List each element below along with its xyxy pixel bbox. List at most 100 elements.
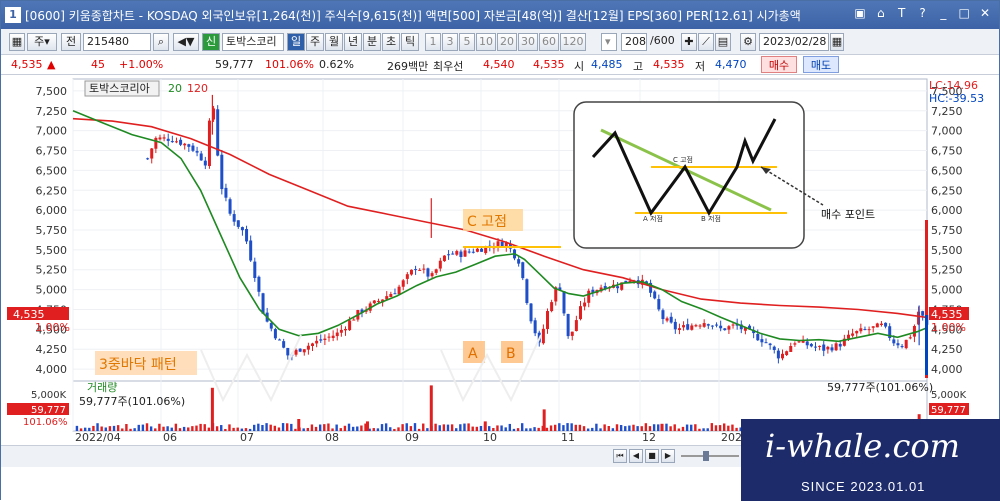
- volume-bar: [690, 424, 693, 431]
- inset-diagram: C 고점 A 저점 B 저점: [573, 101, 824, 249]
- minimize-icon[interactable]: _: [940, 6, 947, 20]
- candle-body: [422, 268, 426, 270]
- candle-body: [228, 199, 232, 214]
- right-volume-profile-blue: [925, 315, 928, 375]
- volume-bar: [302, 428, 305, 431]
- inset-price-path: [591, 118, 777, 217]
- minute-10[interactable]: 10: [476, 33, 496, 51]
- custom-interval-input[interactable]: ▾: [601, 33, 617, 51]
- y-axis-left: 7,500 7,250 7,000 6,750 6,500 6,250 6,000 5,750…: [36, 85, 68, 376]
- sound-icon[interactable]: ◀▼: [173, 33, 199, 51]
- close-icon[interactable]: ✕: [979, 6, 991, 20]
- buy-button[interactable]: 매수: [761, 56, 797, 73]
- maximize-icon[interactable]: □: [958, 6, 970, 20]
- sell-button[interactable]: 매도: [803, 56, 839, 73]
- volume-value-right: 59,777주(101.06%): [827, 381, 933, 394]
- volume-bar: [479, 425, 483, 431]
- volume-bar: [261, 424, 264, 431]
- candle-body: [587, 290, 591, 303]
- volume-bar: [442, 424, 446, 431]
- volume-bar: [492, 427, 495, 431]
- tab-week[interactable]: 주: [306, 33, 324, 51]
- minute-30[interactable]: 30: [518, 33, 538, 51]
- x-tick-label: 11: [561, 431, 575, 444]
- link-icon[interactable]: ▣: [854, 6, 866, 20]
- minute-3[interactable]: 3: [442, 33, 458, 51]
- bar-count-input[interactable]: 208: [621, 33, 647, 51]
- right-price-tag-pct: 1.00%: [931, 321, 966, 334]
- volume-bar: [533, 427, 536, 431]
- scroll-prev-icon[interactable]: ◀: [629, 449, 643, 463]
- volume-bar: [182, 426, 186, 431]
- volume-bar: [360, 425, 363, 431]
- candle-body: [224, 187, 228, 198]
- y-tick-right: 5,500: [931, 244, 963, 257]
- zoom-slider-track[interactable]: [681, 455, 739, 457]
- period-select[interactable]: 주▾: [27, 33, 57, 51]
- candle-body: [455, 251, 459, 255]
- up-arrow-icon: ▲: [47, 58, 56, 71]
- scroll-stop-icon[interactable]: ■: [645, 449, 659, 463]
- volume-bar: [681, 426, 685, 431]
- volume-bar: [265, 423, 268, 431]
- volume-bar: [500, 425, 503, 431]
- minute-1[interactable]: 1: [425, 33, 441, 51]
- legend-box: [84, 80, 160, 97]
- scroll-first-icon[interactable]: ⏮: [613, 449, 627, 463]
- volume-bar: [323, 424, 326, 431]
- calendar-icon[interactable]: ▦: [830, 33, 844, 51]
- price-chart[interactable]: 7,500 7,250 7,000 6,750 6,500 6,250 6,000 5,750…: [1, 75, 999, 445]
- candle-body: [187, 144, 191, 147]
- volume-spike: [660, 423, 664, 431]
- font-icon[interactable]: T: [898, 6, 906, 20]
- tab-day[interactable]: 일: [287, 33, 305, 51]
- prev-button[interactable]: 전: [61, 33, 81, 51]
- window-number-badge: 1: [5, 7, 21, 23]
- candle-body: [517, 259, 521, 264]
- volume-bar: [714, 425, 718, 431]
- tab-year[interactable]: 년: [344, 33, 362, 51]
- chart-background: [1, 75, 999, 445]
- volume-bar: [92, 425, 95, 431]
- price-change: 45: [91, 58, 105, 71]
- volume-bar: [475, 426, 479, 431]
- volume-bar: [611, 428, 615, 431]
- window-title: [0600] 키움종합차트 - KOSDAQ 외국인보유[1,264(천)] 주…: [25, 9, 801, 23]
- volume-bar: [566, 423, 569, 431]
- candle-body: [554, 287, 558, 302]
- minute-120[interactable]: 120: [560, 33, 586, 51]
- minute-60[interactable]: 60: [539, 33, 559, 51]
- settings-icon[interactable]: ⚙: [740, 33, 756, 51]
- trend-icon[interactable]: ⟋: [698, 33, 714, 51]
- turnover: 0.62%: [319, 58, 354, 71]
- stock-code-input[interactable]: 215480: [83, 33, 151, 51]
- home-icon[interactable]: ⌂: [877, 6, 885, 20]
- y-tick-right: 6,750: [931, 145, 963, 158]
- volume-bar: [116, 425, 120, 431]
- tab-second[interactable]: 초: [382, 33, 400, 51]
- volume-spike: [365, 421, 369, 431]
- candle-body: [690, 325, 694, 330]
- candle-body: [764, 342, 768, 344]
- inset-buy-arrowhead: [761, 167, 771, 174]
- search-icon[interactable]: ⌕: [153, 33, 169, 51]
- crosshair-icon[interactable]: ✚: [681, 33, 697, 51]
- tab-minute[interactable]: 분: [363, 33, 381, 51]
- zoom-slider-thumb[interactable]: [703, 451, 709, 461]
- lc-value: LC:14.96: [929, 79, 978, 92]
- minute-20[interactable]: 20: [497, 33, 517, 51]
- tab-month[interactable]: 월: [325, 33, 343, 51]
- y-tick-left: 5,500: [36, 244, 68, 257]
- chart-area[interactable]: 7,500 7,250 7,000 6,750 6,500 6,250 6,000 5,750…: [1, 75, 999, 445]
- tab-tick[interactable]: 틱: [401, 33, 419, 51]
- scroll-next-icon[interactable]: ▶: [661, 449, 675, 463]
- y-tick-left: 4,000: [36, 363, 68, 376]
- minute-5[interactable]: 5: [459, 33, 475, 51]
- help-icon[interactable]: ?: [919, 6, 926, 20]
- grid-icon[interactable]: ▤: [715, 33, 731, 51]
- layout-icon[interactable]: ▦: [9, 33, 25, 51]
- candle-body: [372, 300, 376, 304]
- volume-bar: [512, 428, 516, 431]
- volume-bar: [154, 428, 157, 431]
- date-input[interactable]: 2023/02/28: [759, 33, 829, 51]
